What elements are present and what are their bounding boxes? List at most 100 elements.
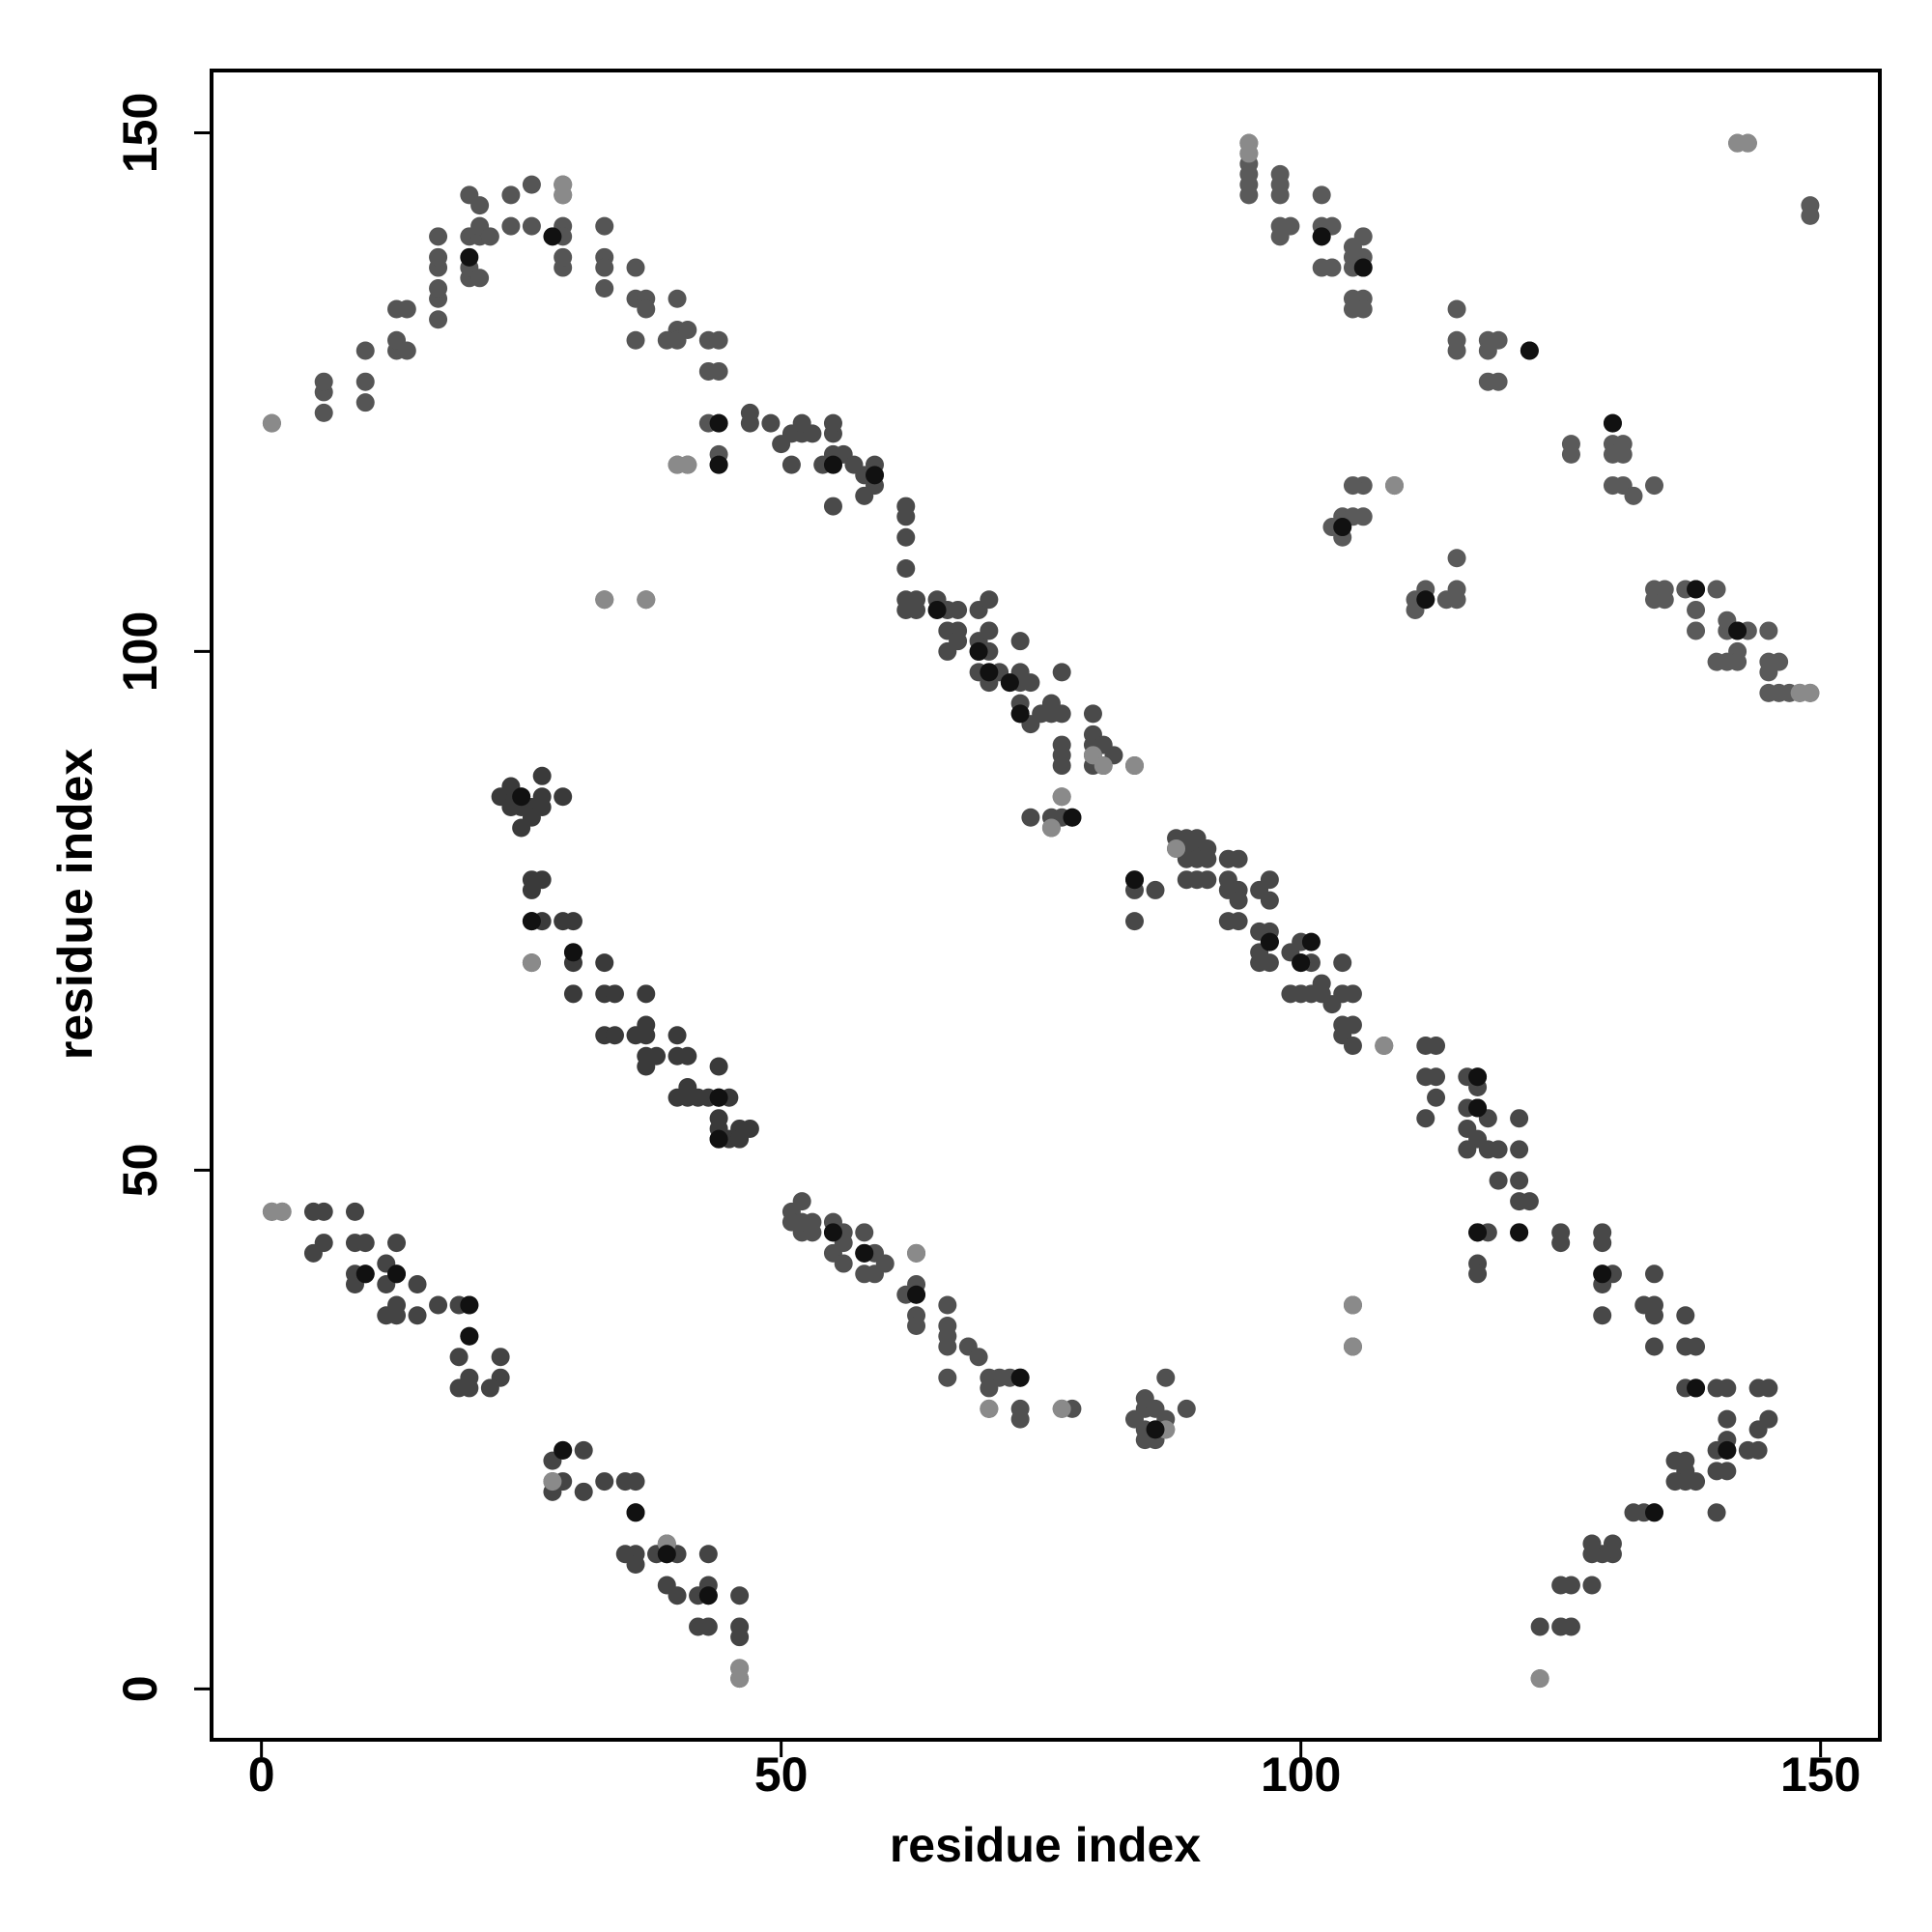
point [1645,1337,1664,1356]
point [1645,1306,1664,1325]
point [1083,704,1102,724]
point [834,1254,853,1273]
point [1322,258,1342,277]
point [1052,704,1071,724]
point [1718,652,1737,671]
point [1385,476,1405,496]
point [1468,1067,1488,1087]
point [501,216,521,236]
point [554,247,573,267]
point [1333,518,1352,537]
y-tick-label: 100 [113,611,167,692]
point [1510,1109,1529,1128]
point [563,943,582,962]
point [1343,1295,1362,1315]
point [855,1223,874,1242]
point [1624,486,1643,505]
point [532,766,552,785]
point [927,600,947,619]
point [543,1472,562,1492]
point [1687,1472,1706,1492]
point [1458,1140,1477,1159]
point [1561,444,1580,464]
point [709,455,728,474]
point [1010,1368,1030,1387]
point [1770,652,1789,671]
point [698,1617,718,1636]
point [709,1088,728,1107]
point [1260,932,1279,952]
point [938,1368,957,1387]
point [1041,818,1061,838]
point [678,455,697,474]
point [668,289,687,308]
point [429,310,448,329]
point [460,1378,479,1398]
point [574,1482,593,1501]
point [637,984,656,1004]
point [980,621,999,640]
point [1229,912,1248,931]
point [1520,341,1539,360]
point [1375,1037,1394,1056]
point [730,1628,750,1647]
point [1427,1088,1446,1107]
point [501,185,521,205]
point [1052,1399,1071,1418]
point [1416,590,1435,610]
point [1427,1037,1446,1056]
point [480,227,499,246]
point [408,1275,427,1294]
point [1759,1378,1778,1398]
point [1468,1223,1488,1242]
point [1353,299,1373,319]
point [1790,683,1809,702]
point [1353,258,1373,277]
point [1561,1617,1580,1636]
point [626,1472,645,1492]
point [1270,164,1290,184]
point [980,663,999,682]
point [761,413,781,433]
point [532,870,552,890]
point [792,1192,811,1211]
point [949,632,968,651]
point [980,1378,999,1398]
point [668,1586,687,1605]
point [969,641,988,661]
point [626,330,645,350]
point [272,1202,292,1221]
y-tick-label: 50 [113,1144,167,1198]
point [460,1295,479,1315]
point [865,466,884,485]
point [969,1348,988,1367]
point [1343,1037,1362,1056]
point [1447,341,1466,360]
point [563,912,582,931]
point [1301,932,1321,952]
point [314,403,333,422]
point [1010,704,1030,724]
point [470,269,490,288]
point [657,1545,676,1564]
point [355,1234,375,1253]
point [554,787,573,807]
point [1416,1109,1435,1128]
point [1593,1264,1612,1284]
point [429,247,448,267]
point [1520,1192,1539,1211]
point [1645,1264,1664,1284]
point [1312,185,1331,205]
point [949,600,968,619]
point [512,787,531,807]
point [605,1026,624,1045]
point [1468,1098,1488,1118]
point [387,1234,407,1253]
point [855,1243,874,1263]
point [397,341,416,360]
point [907,1243,926,1263]
point [896,507,916,526]
point [1593,1223,1612,1242]
point [823,497,842,516]
point [1582,1545,1602,1564]
